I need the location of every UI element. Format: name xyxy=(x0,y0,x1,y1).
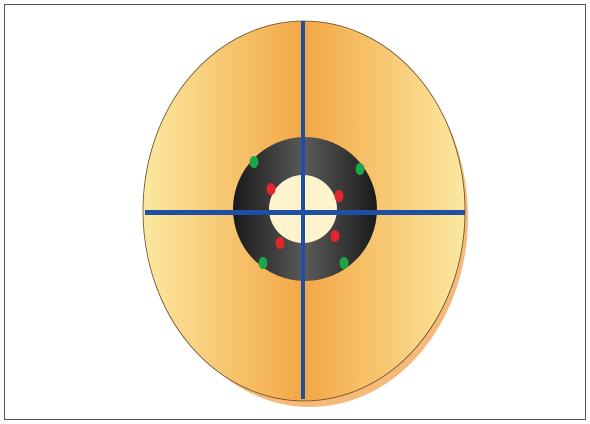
green-dot-top-left xyxy=(249,156,259,168)
red-dot-top-left xyxy=(266,183,276,195)
crosshair-horizontal xyxy=(145,210,465,215)
green-dot-bottom-right xyxy=(339,257,349,269)
red-dot-bottom-right xyxy=(330,230,340,242)
green-dot-top-right xyxy=(355,163,365,175)
frame-border xyxy=(4,4,586,420)
red-dot-bottom-left xyxy=(275,237,285,249)
green-dot-bottom-left xyxy=(258,257,268,269)
red-dot-top-right xyxy=(334,190,344,202)
